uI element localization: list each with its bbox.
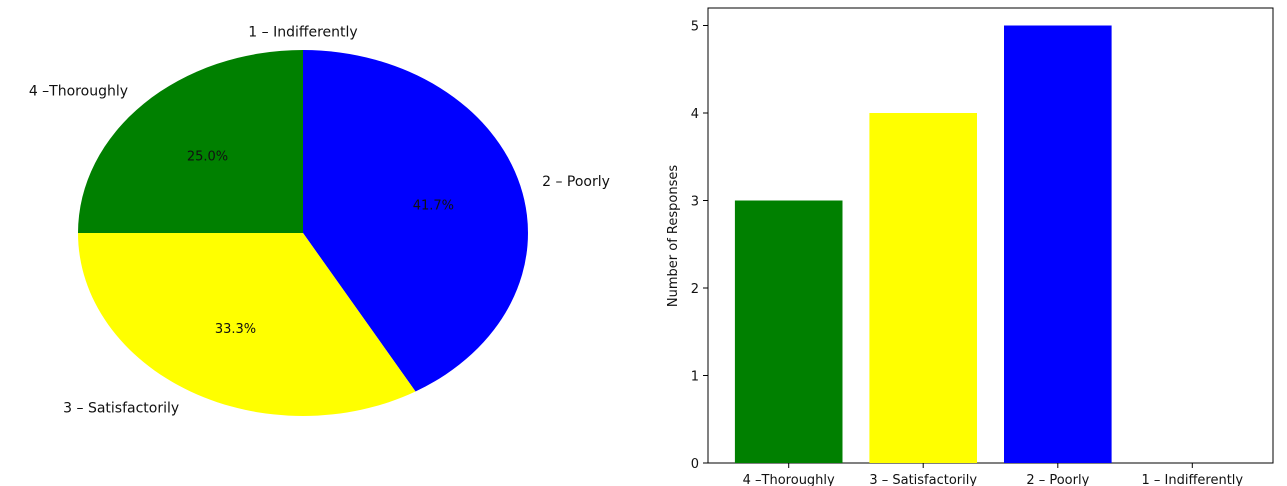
- pie-percent-2-poorly: 41.7%: [413, 199, 454, 214]
- y-tick-label: 1: [691, 370, 699, 385]
- y-axis-label: Number of Responses: [666, 165, 681, 307]
- pie-percent-4-thoroughly: 25.0%: [187, 149, 228, 164]
- pie-label-2-poorly: 2 – Poorly: [542, 174, 610, 190]
- x-tick-label-1-indifferently: 1 – Indifferently: [1141, 473, 1243, 486]
- y-tick-label: 3: [691, 195, 699, 210]
- bar-plot-frame: [707, 7, 1274, 464]
- x-tick-label-3-satisfactorily: 3 – Satisfactorily: [869, 473, 977, 486]
- bar-2-poorly: [1004, 25, 1112, 463]
- pie-label-3-satisfactorily: 3 – Satisfactorily: [63, 400, 179, 416]
- pie-percent-3-satisfactorily: 33.3%: [215, 322, 256, 337]
- y-tick-label: 0: [691, 457, 699, 472]
- pie-label-1-indifferently: 1 – Indifferently: [248, 25, 357, 41]
- bar-3-satisfactorily: [869, 113, 977, 463]
- pie-slice-3-satisfactorily: [78, 233, 416, 416]
- x-tick-label-4-thoroughly: 4 –Thoroughly: [743, 473, 835, 486]
- bar-chart: 0 1 2 3 4 5 4 –Thoroughly 3 – Satisfactorily 2 …: [666, 7, 1274, 486]
- y-tick-label: 4: [691, 107, 699, 122]
- y-tick-label: 5: [691, 20, 699, 35]
- x-tick-label-2-poorly: 2 – Poorly: [1026, 473, 1089, 486]
- y-tick-label: 2: [691, 282, 699, 297]
- pie-slice-4-thoroughly: [78, 50, 303, 233]
- bar-series: [734, 25, 1112, 463]
- bar-4-thoroughly: [734, 200, 843, 463]
- pie-slice-2-poorly: [303, 50, 528, 392]
- y-axis: 0 1 2 3 4 5: [691, 20, 708, 472]
- x-axis: 4 –Thoroughly 3 – Satisfactorily 2 – Poorl…: [743, 463, 1243, 486]
- pie-label-4-thoroughly: 4 –Thoroughly: [29, 84, 128, 100]
